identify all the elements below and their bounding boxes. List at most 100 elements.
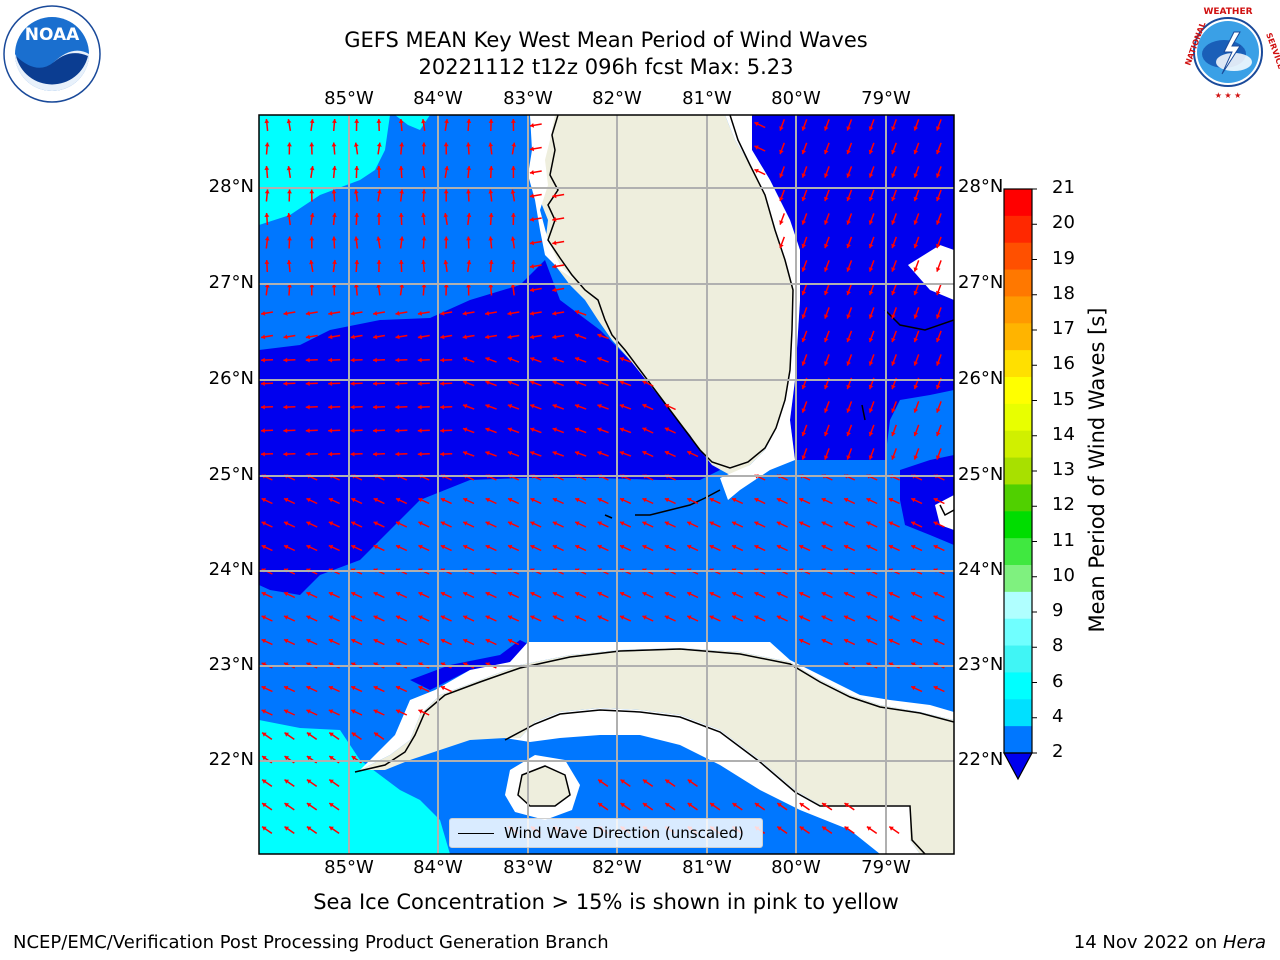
wave-direction-arrow (597, 591, 609, 599)
wave-direction-arrow (261, 802, 273, 811)
wave-direction-arrow (619, 521, 632, 528)
wave-direction-arrow (824, 166, 830, 178)
wave-direction-arrow (354, 259, 360, 273)
wave-direction-arrow (936, 424, 942, 437)
wave-direction-arrow (440, 451, 453, 457)
wave-direction-arrow (309, 165, 315, 179)
wave-direction-arrow (287, 142, 292, 155)
wave-direction-arrow (399, 189, 404, 202)
wave-direction-arrow (398, 212, 404, 226)
wave-direction-arrow (913, 354, 920, 366)
wave-direction-arrow (529, 217, 542, 222)
wave-direction-arrow (866, 544, 878, 552)
lon-label-top: 84°W (413, 88, 463, 109)
wave-direction-arrow (824, 213, 830, 225)
wave-direction-arrow (664, 544, 676, 552)
noaa-logo: NOAA (3, 5, 101, 103)
wave-direction-arrow (305, 311, 318, 316)
wave-direction-arrow (462, 521, 475, 528)
wave-direction-arrow (485, 615, 497, 622)
wave-direction-arrow (776, 825, 788, 835)
wave-direction-arrow (261, 731, 273, 741)
wave-direction-arrow (332, 212, 337, 226)
wave-direction-arrow (421, 259, 426, 273)
wave-direction-arrow (462, 334, 475, 340)
wave-direction-arrow (261, 778, 273, 788)
wave-direction-arrow (350, 497, 363, 505)
wave-direction-arrow (511, 166, 516, 178)
wave-direction-arrow (731, 497, 744, 505)
wave-direction-arrow (328, 334, 341, 340)
wave-direction-arrow (354, 283, 359, 296)
wave-direction-arrow (488, 189, 494, 202)
wave-direction-arrow (443, 189, 449, 202)
wave-direction-arrow (421, 165, 426, 179)
wave-direction-arrow (354, 212, 360, 226)
wave-direction-arrow (507, 451, 520, 457)
wave-direction-arrow (485, 357, 497, 363)
wave-direction-arrow (686, 591, 699, 599)
map-frame (258, 114, 955, 855)
wave-direction-arrow (868, 213, 875, 225)
wave-direction-arrow (373, 615, 385, 622)
wave-direction-arrow (866, 497, 878, 505)
wave-direction-arrow (466, 118, 472, 132)
wave-direction-arrow (466, 236, 471, 249)
wave-direction-arrow (331, 142, 337, 155)
wave-direction-arrow (395, 334, 408, 340)
wave-direction-arrow (418, 638, 430, 646)
wave-direction-arrow (350, 334, 363, 340)
wave-direction-arrow (261, 825, 273, 835)
colorbar-tick-label: 4 (1052, 705, 1064, 727)
wave-direction-arrow (350, 615, 363, 622)
wave-direction-arrow (597, 497, 609, 505)
wave-direction-arrow (552, 193, 565, 199)
wave-direction-arrow (552, 287, 565, 293)
wave-direction-arrow (868, 401, 875, 413)
wave-direction-arrow (440, 497, 452, 505)
wave-direction-arrow (510, 283, 516, 296)
wave-direction-arrow (687, 778, 698, 788)
wave-direction-arrow (264, 189, 270, 202)
wave-direction-arrow (913, 260, 920, 272)
wave-direction-arrow (507, 334, 520, 340)
wave-direction-arrow (530, 591, 542, 599)
wave-direction-arrow (574, 591, 587, 599)
wave-direction-arrow (328, 638, 340, 646)
wave-direction-arrow (444, 165, 449, 179)
wave-direction-arrow (306, 685, 318, 693)
wave-direction-arrow (395, 451, 408, 457)
wave-direction-arrow (891, 236, 898, 249)
wave-direction-arrow (529, 170, 542, 175)
wave-direction-arrow (843, 497, 856, 505)
wave-direction-arrow (332, 259, 337, 273)
colorbar-label: Mean Period of Wind Waves [s] (1085, 307, 1109, 633)
wave-direction-arrow (507, 311, 520, 316)
wave-direction-arrow (936, 330, 942, 343)
wave-direction-arrow (462, 311, 475, 316)
wave-direction-arrow (910, 615, 923, 622)
wave-direction-arrow (462, 615, 475, 622)
wave-direction-arrow (664, 591, 676, 599)
wave-direction-arrow (846, 448, 853, 460)
wave-direction-arrow (824, 142, 830, 155)
colorbar-tick-label: 12 (1052, 494, 1075, 516)
lon-label-top: 81°W (682, 88, 732, 109)
wave-direction-arrow (866, 638, 878, 646)
wave-direction-arrow (529, 451, 542, 457)
wave-direction-arrow (891, 401, 898, 413)
wave-direction-arrow (801, 448, 808, 460)
wave-direction-arrow (642, 521, 654, 528)
wave-direction-arrow (821, 825, 833, 835)
wave-direction-arrow (444, 118, 449, 132)
wave-direction-arrow (552, 264, 565, 269)
wave-direction-arrow (709, 802, 721, 811)
map-gridlines (259, 115, 954, 854)
wave-direction-arrow (846, 401, 853, 413)
wave-direction-arrow (484, 334, 498, 340)
wave-direction-arrow (824, 448, 830, 460)
lat-label-right: 24°N (958, 559, 1004, 580)
wave-direction-arrow (507, 380, 520, 387)
wave-direction-arrow (754, 802, 766, 811)
wave-direction-arrow (891, 283, 898, 296)
